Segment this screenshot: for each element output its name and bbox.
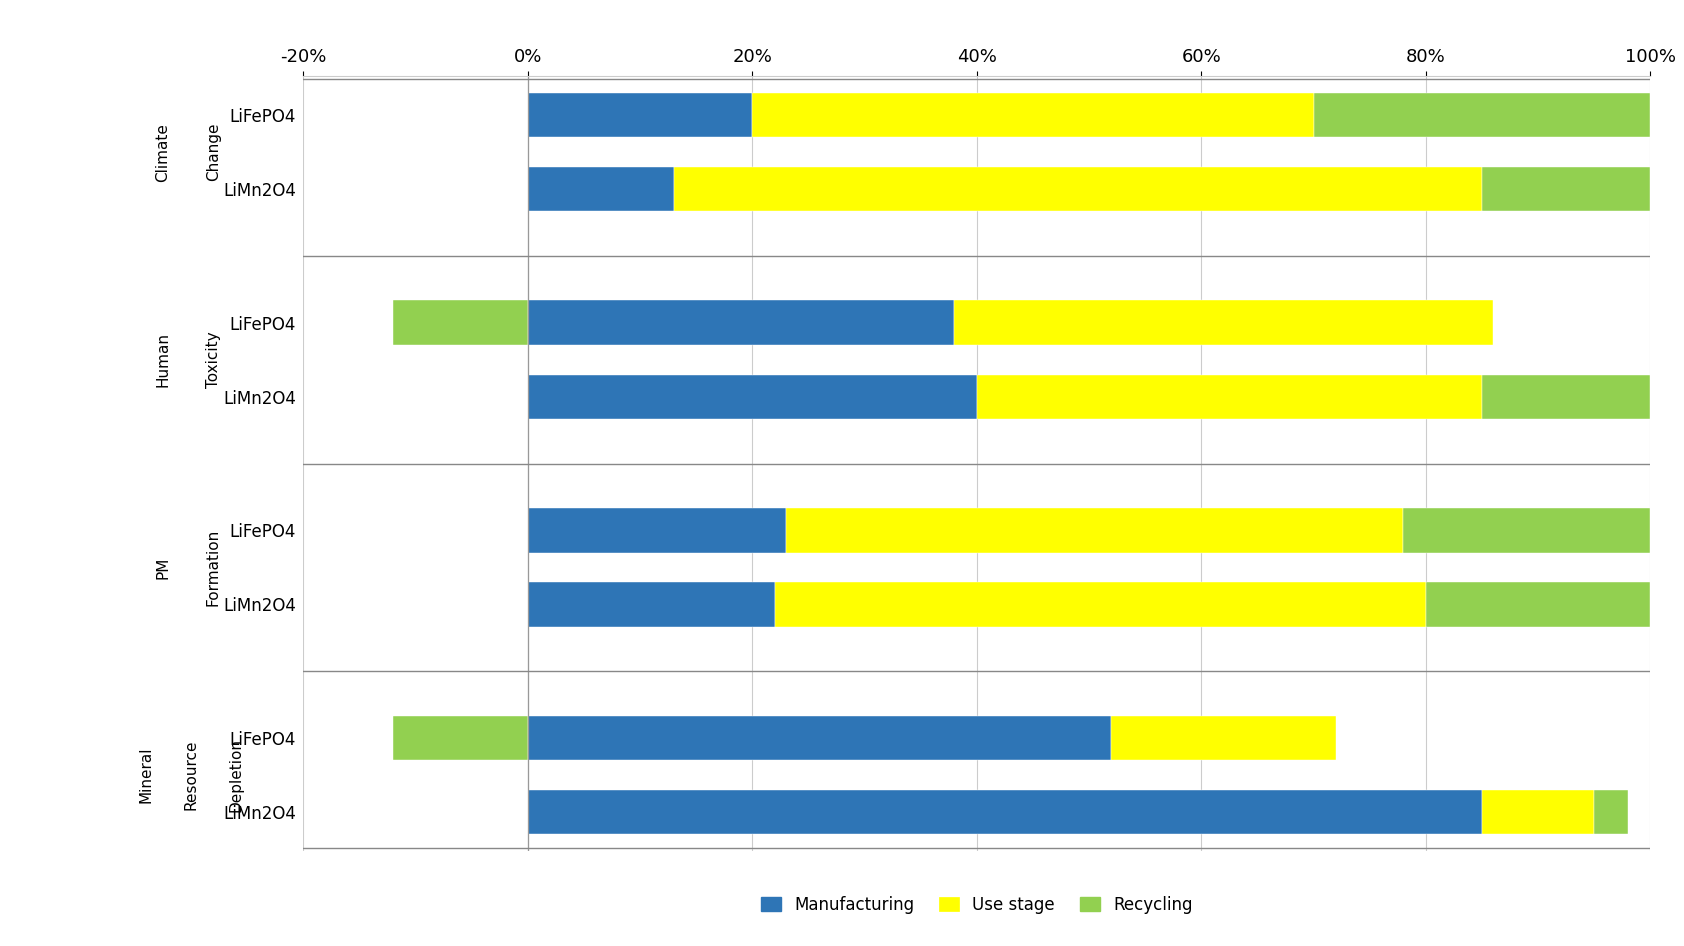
Text: Human: Human — [155, 332, 170, 387]
Bar — [775, 582, 1426, 626]
Legend: Manufacturing, Use stage, Recycling: Manufacturing, Use stage, Recycling — [754, 889, 1199, 920]
Bar — [527, 93, 753, 137]
Bar — [1482, 790, 1595, 834]
Text: Change: Change — [205, 123, 221, 182]
Bar — [527, 790, 1482, 834]
Bar — [1482, 375, 1650, 419]
Text: PM: PM — [155, 556, 170, 579]
Bar — [527, 166, 674, 211]
Bar — [1482, 166, 1650, 211]
Bar — [527, 375, 977, 419]
Text: Formation: Formation — [205, 529, 221, 606]
Bar — [753, 93, 1314, 137]
Bar — [977, 375, 1482, 419]
Text: Toxicity: Toxicity — [205, 331, 221, 388]
Bar — [955, 301, 1494, 345]
Text: Resource: Resource — [184, 740, 199, 811]
Bar — [786, 508, 1403, 552]
Bar — [1403, 508, 1650, 552]
Text: Depletion: Depletion — [229, 738, 242, 812]
Text: Climate: Climate — [155, 123, 170, 182]
Bar — [674, 166, 1482, 211]
Bar — [392, 716, 527, 761]
Text: Mineral: Mineral — [138, 746, 153, 803]
Bar — [527, 508, 786, 552]
Bar — [1111, 716, 1335, 761]
Bar — [392, 301, 527, 345]
Bar — [527, 301, 955, 345]
Bar — [1314, 93, 1650, 137]
Bar — [527, 716, 1111, 761]
Bar — [1426, 582, 1650, 626]
Bar — [1595, 790, 1628, 834]
Bar — [527, 582, 775, 626]
